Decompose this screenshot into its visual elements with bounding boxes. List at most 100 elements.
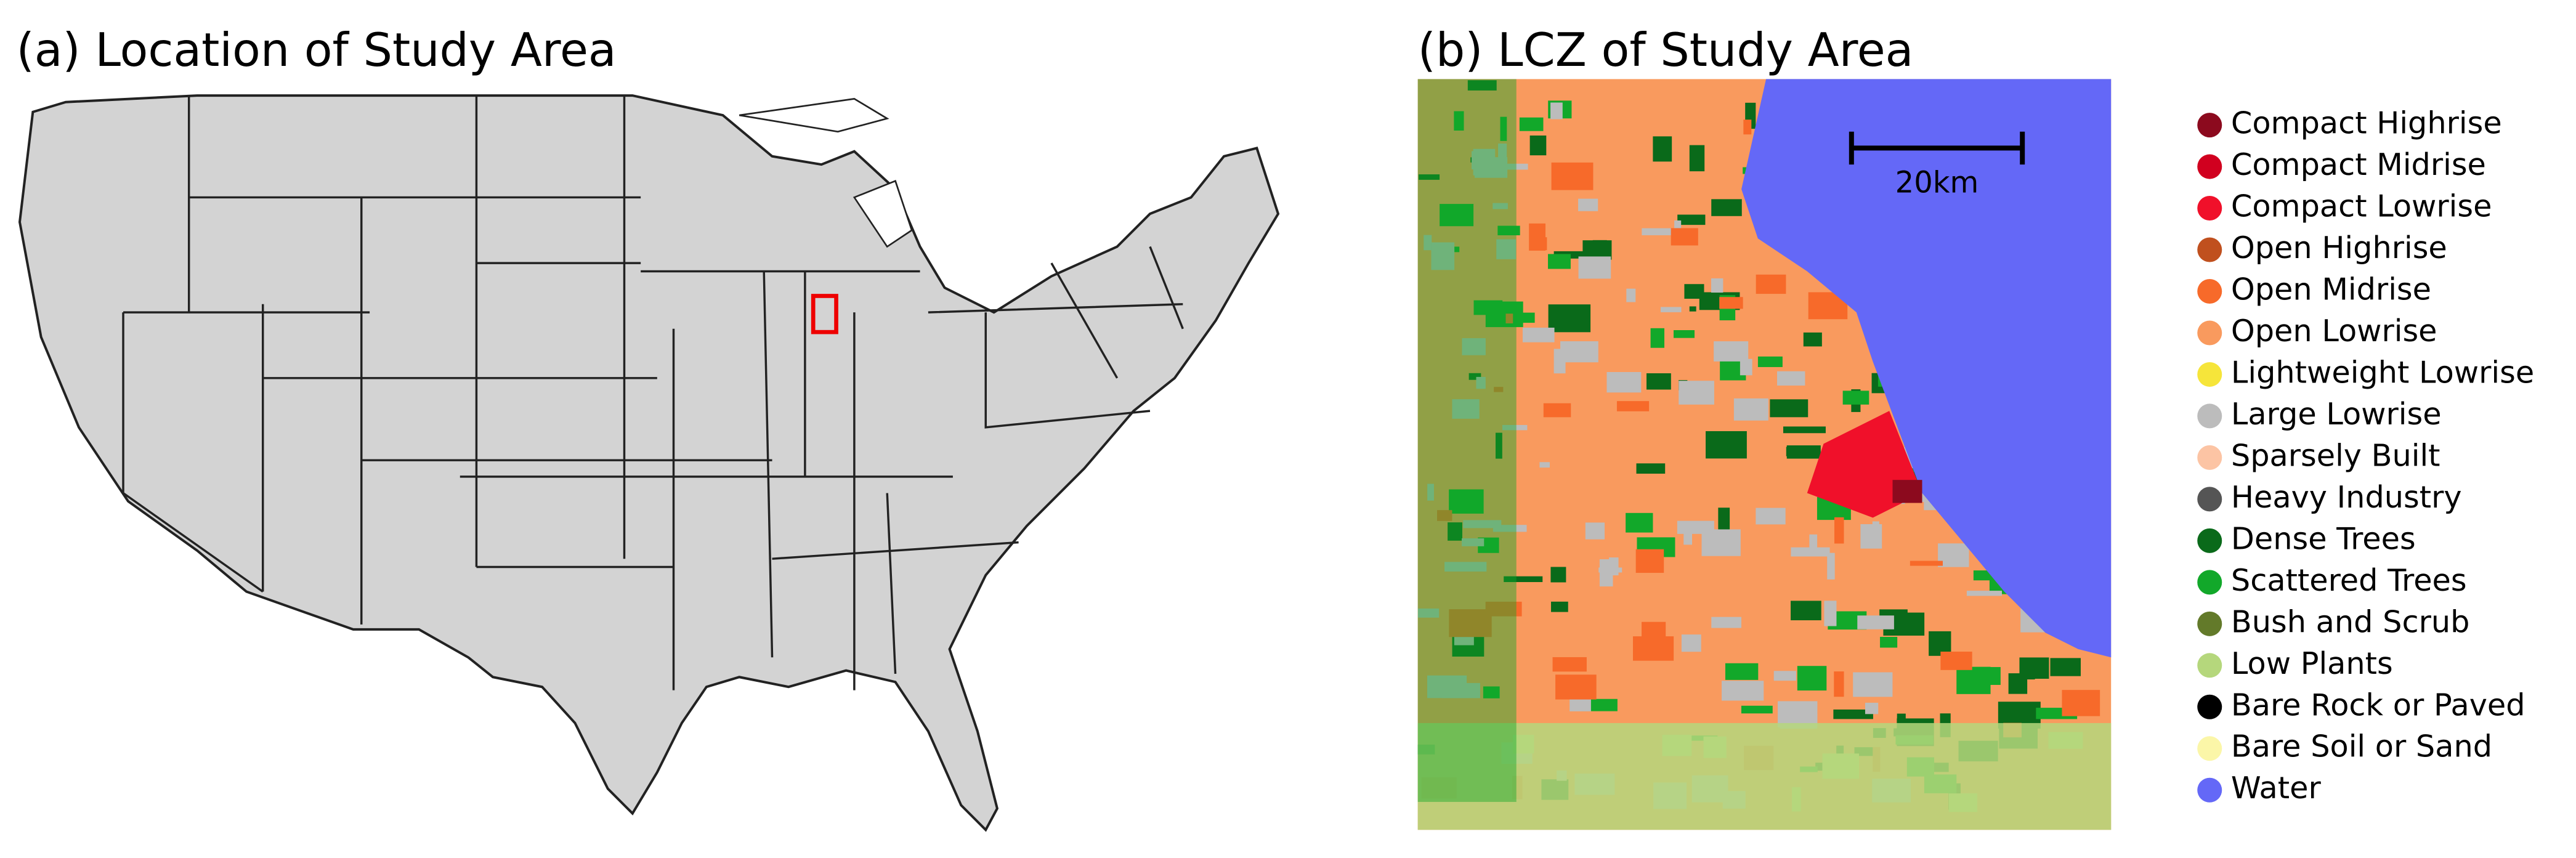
- lcz-patch: [1910, 561, 1943, 566]
- lcz-patch: [1865, 702, 1879, 714]
- lcz-patch: [1473, 300, 1503, 315]
- lcz-patch: [1463, 520, 1502, 528]
- lcz-patch: [1449, 489, 1484, 514]
- lcz-patch: [1756, 508, 1786, 525]
- lcz-patch: [2062, 690, 2100, 716]
- lcz-patch: [1606, 372, 1642, 393]
- lcz-patch: [1689, 145, 1705, 172]
- lcz-patch: [1987, 666, 2001, 685]
- legend-swatch: [2197, 278, 2222, 304]
- lcz-patch: [1756, 274, 1786, 294]
- lcz-patch: [1550, 102, 1563, 119]
- lcz-patch: [1689, 306, 1696, 312]
- legend-swatch: [2197, 611, 2222, 636]
- lcz-patch: [1677, 214, 1706, 225]
- lcz-patch: [2008, 673, 2028, 694]
- lcz-patch: [1733, 398, 1768, 421]
- lcz-patch: [1842, 391, 1869, 405]
- lcz-patch: [1857, 615, 1894, 629]
- legend-label: Compact Midrise: [2231, 147, 2486, 182]
- lcz-patch: [1560, 341, 1598, 363]
- lcz-patch: [1646, 373, 1671, 390]
- lcz-patch: [1674, 220, 1682, 231]
- lcz-patch: [2050, 658, 2081, 676]
- lcz-patch: [1853, 672, 1893, 697]
- legend-label: Bare Rock or Paved: [2231, 687, 2525, 722]
- us-map: [18, 94, 1280, 832]
- legend-label: Open Lowrise: [2231, 313, 2437, 349]
- lcz-patch: [1711, 199, 1742, 216]
- legend-swatch: [2197, 777, 2222, 803]
- lcz-patch: [1743, 119, 1752, 135]
- lcz-patch: [1803, 332, 1822, 347]
- lcz-patch: [1609, 557, 1619, 576]
- lcz-patch: [1427, 484, 1434, 501]
- lcz-patch: [1493, 203, 1508, 209]
- legend-swatch: [2197, 403, 2222, 429]
- legend-swatch: [2197, 570, 2222, 595]
- lcz-patch: [1497, 225, 1520, 235]
- lcz-patch: [1485, 601, 1522, 617]
- legend-label: Compact Highrise: [2231, 105, 2502, 141]
- lcz-patch: [1722, 681, 1764, 701]
- lcz-patch: [1496, 239, 1517, 259]
- lcz-patch: [1660, 307, 1682, 312]
- lcz-patch: [1940, 651, 1972, 670]
- lcz-patch: [1444, 562, 1487, 572]
- lcz-patch: [1642, 228, 1672, 235]
- lcz-patch: [1679, 381, 1714, 405]
- lcz-patch: [1519, 117, 1544, 131]
- lcz-patch: [1956, 666, 1991, 694]
- lcz-patch: [1529, 223, 1545, 251]
- lcz-patch: [1719, 297, 1743, 309]
- lcz-patch: [1424, 235, 1432, 251]
- lcz-patch: [1442, 682, 1480, 698]
- legend-swatch: [2197, 154, 2222, 179]
- lcz-patch: [1505, 314, 1513, 324]
- legend-swatch: [2197, 113, 2222, 138]
- lcz-patch: [1552, 657, 1587, 672]
- lcz-patch: [1860, 524, 1882, 549]
- lcz-patch: [1786, 445, 1821, 459]
- lcz-patch: [1548, 304, 1591, 333]
- lcz-patch: [1468, 373, 1481, 380]
- lcz-patch: [1522, 327, 1555, 342]
- lcz-patch: [1493, 525, 1527, 532]
- lcz-patch: [1418, 608, 1440, 618]
- great-lakes: [739, 98, 913, 248]
- lcz-patch: [1462, 338, 1486, 355]
- lcz-patch: [1740, 358, 1752, 376]
- legend-label: Lightweight Lowrise: [2231, 354, 2534, 390]
- study-area-box: [811, 294, 838, 334]
- panel-a-title: (a) Location of Study Area: [17, 23, 617, 77]
- lcz-patch: [1550, 567, 1566, 583]
- lcz-patch: [1827, 552, 1835, 580]
- low-plants-band: [1417, 722, 2112, 830]
- lcz-patch: [1462, 538, 1484, 546]
- legend-label: Bush and Scrub: [2231, 604, 2470, 639]
- legend-label: Sparsely Built: [2231, 437, 2440, 473]
- legend-label: Large Lowrise: [2231, 396, 2442, 432]
- lcz-patch: [1718, 508, 1730, 534]
- lcz-patch: [1725, 663, 1759, 680]
- lcz-patch: [1711, 617, 1742, 628]
- lcz-patch: [1880, 636, 1898, 648]
- lcz-patch: [1553, 251, 1590, 259]
- lcz-patch: [1791, 601, 1821, 621]
- lcz-patch: [1791, 547, 1830, 557]
- panel-b-title: (b) LCZ of Study Area: [1418, 23, 1914, 77]
- lcz-patch: [1616, 401, 1650, 411]
- legend-swatch: [2197, 653, 2222, 678]
- lcz-patch: [1879, 609, 1908, 617]
- lcz-patch: [1440, 204, 1474, 227]
- us-outline: [18, 94, 1280, 832]
- legend-swatch: [2197, 237, 2222, 262]
- lcz-patch: [1495, 432, 1502, 459]
- lcz-patch: [1834, 517, 1844, 544]
- lcz-patch: [1797, 666, 1827, 691]
- scale-label: 20km: [1895, 165, 1979, 200]
- legend-label: Bare Soil or Sand: [2231, 729, 2492, 764]
- lcz-patch: [1636, 463, 1666, 474]
- lcz-patch: [1650, 328, 1665, 348]
